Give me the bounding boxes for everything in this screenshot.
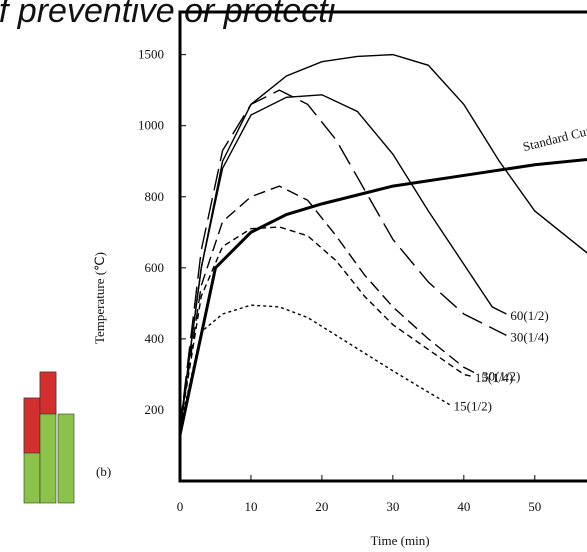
y-tick-label: 400 [145,331,165,346]
y-tick-label: 1000 [138,118,164,133]
line [179,185,479,428]
building-icon [23,371,75,504]
y-axis-label: Temperature (℃) [92,252,107,344]
heading: of preventive or protecti [0,0,337,30]
x-axis-label: Time (min) [370,533,429,548]
series-label: 30(1/2) [482,368,520,383]
line [179,304,450,428]
series-label: Standard Curve [521,120,587,154]
x-tick-label: 20 [315,499,328,514]
axis-frame [178,10,587,483]
series-label: 30(1/4) [510,329,548,344]
x-tick-label: 0 [177,499,184,514]
series-label: 60(1/2) [510,308,548,323]
y-tick-label: 600 [145,260,165,275]
line [179,226,472,428]
y-tick-label: 1500 [138,47,164,62]
x-tick-label: 10 [244,499,257,514]
series-label: 15(1/4) [475,370,513,385]
y-tick-label: 800 [145,189,165,204]
line [179,53,587,428]
panel-label: (b) [96,464,111,479]
series-label: 15(1/2) [454,399,492,414]
x-tick-label: 30 [386,499,399,514]
y-tick-label: 200 [145,402,165,417]
x-tick-label: 50 [528,499,541,514]
x-tick-label: 40 [457,499,470,514]
line [178,158,587,436]
line [179,89,507,428]
line [179,94,507,428]
